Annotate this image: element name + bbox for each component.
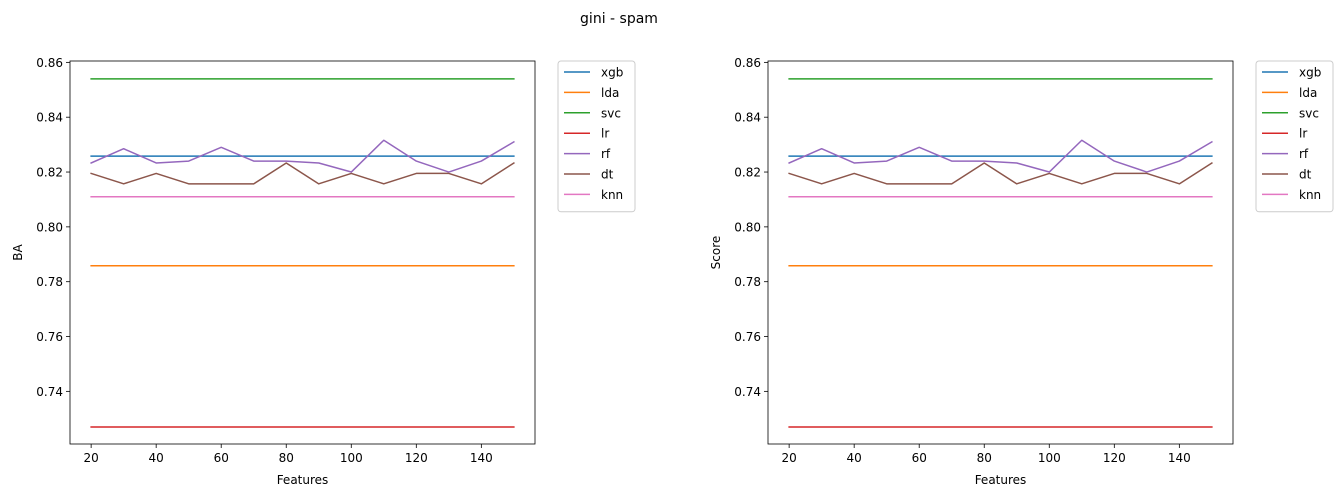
y-axis-label: Score bbox=[709, 236, 723, 270]
x-tick-label: 100 bbox=[340, 451, 363, 465]
y-tick-label: 0.84 bbox=[734, 111, 761, 125]
legend-label-lr: lr bbox=[601, 127, 609, 141]
x-axis-label: Features bbox=[277, 473, 329, 487]
y-axis-label: BA bbox=[11, 243, 25, 260]
legend-label-svc: svc bbox=[1299, 106, 1319, 120]
series-line-dt bbox=[788, 161, 1213, 185]
legend-label-rf: rf bbox=[601, 147, 611, 161]
y-tick-label: 0.74 bbox=[734, 385, 761, 399]
figure-title: gini - spam bbox=[580, 11, 658, 27]
x-tick-label: 60 bbox=[214, 451, 229, 465]
legend-label-lda: lda bbox=[1299, 86, 1317, 100]
legend: xgb lda svc lr rf dt knn bbox=[557, 60, 636, 213]
y-tick-label: 0.80 bbox=[734, 220, 761, 234]
legend-label-dt: dt bbox=[1299, 168, 1312, 182]
series-line-dt bbox=[90, 161, 515, 185]
legend-label-lr: lr bbox=[1299, 127, 1307, 141]
legend-label-svc: svc bbox=[601, 106, 621, 120]
x-tick-label: 140 bbox=[470, 451, 493, 465]
x-tick-label: 40 bbox=[149, 451, 164, 465]
x-tick-label: 80 bbox=[977, 451, 992, 465]
legend-label-rf: rf bbox=[1299, 147, 1309, 161]
x-tick-label: 20 bbox=[781, 451, 796, 465]
series-line-rf bbox=[788, 139, 1213, 173]
y-tick-label: 0.74 bbox=[36, 385, 63, 399]
series-line-rf bbox=[90, 139, 515, 173]
plot-frame bbox=[767, 60, 1234, 445]
legend-label-knn: knn bbox=[1299, 188, 1321, 202]
legend: xgb lda svc lr rf dt knn bbox=[1255, 60, 1334, 213]
x-tick-label: 80 bbox=[279, 451, 294, 465]
legend-label-xgb: xgb bbox=[601, 66, 623, 80]
legend-label-lda: lda bbox=[601, 86, 619, 100]
y-tick-label: 0.86 bbox=[36, 56, 63, 70]
x-tick-label: 140 bbox=[1168, 451, 1191, 465]
legend-label-xgb: xgb bbox=[1299, 66, 1321, 80]
chart-panel-score: 20 40 60 80 100 120 140 0.74 0.76 0.78 0.80 0.82 0.8… bbox=[709, 56, 1334, 487]
legend-label-dt: dt bbox=[601, 168, 614, 182]
x-tick-label: 60 bbox=[912, 451, 927, 465]
y-tick-label: 0.76 bbox=[734, 330, 761, 344]
y-tick-label: 0.80 bbox=[36, 220, 63, 234]
x-tick-label: 120 bbox=[405, 451, 428, 465]
y-tick-label: 0.78 bbox=[36, 275, 63, 289]
x-tick-label: 20 bbox=[83, 451, 98, 465]
y-tick-label: 0.86 bbox=[734, 56, 761, 70]
chart-panel-ba: 20 40 60 80 100 120 140 0.74 0.76 0.78 0.80 0.82 0.8… bbox=[11, 56, 636, 487]
legend-label-knn: knn bbox=[601, 188, 623, 202]
y-tick-label: 0.82 bbox=[734, 166, 761, 180]
x-tick-label: 40 bbox=[847, 451, 862, 465]
y-tick-label: 0.84 bbox=[36, 111, 63, 125]
x-axis-label: Features bbox=[975, 473, 1027, 487]
y-tick-label: 0.82 bbox=[36, 166, 63, 180]
plot-frame bbox=[69, 60, 536, 445]
legend-box bbox=[557, 60, 636, 213]
x-tick-label: 100 bbox=[1038, 451, 1061, 465]
legend-box bbox=[1255, 60, 1334, 213]
y-tick-label: 0.76 bbox=[36, 330, 63, 344]
y-tick-label: 0.78 bbox=[734, 275, 761, 289]
x-tick-label: 120 bbox=[1103, 451, 1126, 465]
